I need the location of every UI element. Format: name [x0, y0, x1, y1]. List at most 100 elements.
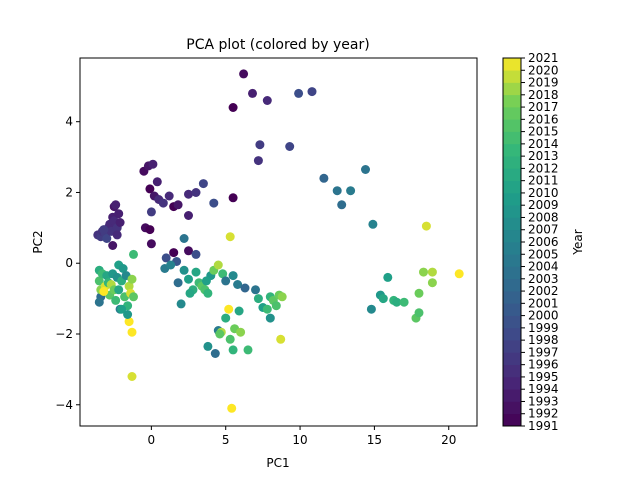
colorbar-band — [503, 242, 521, 255]
colorbar-band — [503, 401, 521, 415]
data-point-49 — [184, 246, 193, 256]
colorbar-tick-label: 2010 — [528, 186, 559, 200]
data-point-97 — [176, 299, 186, 309]
colorbar-band — [503, 192, 521, 206]
data-point-35 — [198, 179, 208, 189]
data-point-153 — [421, 221, 431, 231]
y-tick-label: −2 — [55, 327, 73, 341]
x-tick-label: 5 — [222, 433, 230, 447]
colorbar-band — [503, 340, 521, 353]
colorbar-tick-label: 2019 — [528, 76, 559, 90]
data-point-126 — [243, 345, 253, 355]
colorbar-tick-label: 2016 — [528, 112, 559, 126]
colorbar-tick-label: 1997 — [528, 345, 559, 359]
data-point-105 — [203, 288, 213, 298]
data-point-81 — [124, 281, 134, 291]
data-point-90 — [94, 297, 104, 307]
data-point-27 — [146, 207, 156, 217]
y-axis-label: PC2 — [31, 230, 45, 253]
data-point-152 — [419, 267, 428, 277]
data-point-122 — [225, 334, 235, 344]
data-point-25 — [164, 191, 174, 201]
colorbar-band — [503, 168, 521, 181]
colorbar-tick-label: 2004 — [528, 260, 559, 274]
colorbar-tick-label: 2011 — [528, 174, 559, 188]
data-point-88 — [127, 372, 137, 381]
data-point-45 — [255, 140, 265, 150]
colorbar-band — [503, 131, 521, 145]
y-tick-label: 2 — [65, 185, 73, 199]
colorbar-band — [503, 217, 521, 231]
colorbar-tick-label: 1999 — [528, 321, 559, 335]
data-point-59 — [368, 219, 378, 229]
data-point-33 — [184, 189, 193, 199]
colorbar-tick-label: 1993 — [528, 394, 559, 408]
data-point-14 — [108, 241, 118, 250]
chart-title: PCA plot (colored by year) — [186, 37, 369, 53]
data-point-154 — [427, 278, 437, 288]
data-point-144 — [378, 294, 388, 304]
colorbar-band — [503, 327, 521, 341]
colorbar-tick-label: 1996 — [528, 358, 559, 372]
colorbar-band — [503, 58, 521, 71]
colorbar-tick-label: 2008 — [528, 210, 559, 224]
colorbar-tick-label: 1992 — [528, 407, 559, 421]
colorbar-label: Year — [571, 229, 585, 255]
data-point-24 — [158, 198, 168, 208]
data-point-139 — [276, 334, 286, 344]
data-point-111 — [225, 232, 235, 242]
data-point-37 — [184, 211, 193, 220]
data-point-83 — [127, 274, 137, 284]
colorbar-band — [503, 229, 521, 243]
data-point-77 — [118, 264, 128, 273]
colorbar-tick-label: 2012 — [528, 161, 559, 175]
data-point-30 — [146, 239, 156, 249]
y-tick-label: 0 — [65, 256, 73, 270]
data-point-50 — [161, 253, 171, 263]
colorbar-band — [503, 352, 521, 365]
data-point-36 — [209, 198, 219, 208]
data-point-128 — [215, 329, 225, 339]
data-point-57 — [346, 186, 356, 196]
colorbar-tick-label: 1991 — [528, 419, 559, 433]
colorbar-tick-label: 2007 — [528, 223, 559, 237]
data-point-39 — [228, 103, 238, 112]
colorbar-bands — [503, 58, 521, 427]
data-point-43 — [294, 88, 304, 98]
colorbar-band — [503, 94, 521, 108]
x-axis: 0 5 10 15 20 — [148, 426, 456, 447]
data-point-53 — [191, 249, 201, 259]
data-point-98 — [179, 265, 189, 275]
colorbar-band — [503, 413, 521, 427]
data-point-61 — [94, 276, 104, 286]
data-point-47 — [285, 142, 295, 151]
data-point-112 — [228, 271, 238, 281]
data-point-125 — [236, 327, 246, 337]
x-tick-label: 0 — [148, 433, 156, 447]
data-point-56 — [337, 200, 347, 210]
data-point-123 — [228, 345, 238, 355]
data-point-32 — [173, 200, 183, 210]
colorbar-tick-label: 2018 — [528, 88, 559, 102]
data-point-89 — [114, 285, 124, 295]
data-point-116 — [203, 341, 213, 351]
colorbar-tick-label: 1994 — [528, 382, 559, 396]
colorbar-band — [503, 180, 521, 194]
data-point-132 — [262, 304, 272, 314]
data-point-109 — [218, 269, 228, 279]
colorbar-band — [503, 82, 521, 96]
data-point-54 — [319, 173, 329, 183]
data-point-108 — [213, 260, 223, 270]
data-point-127 — [227, 403, 237, 413]
colorbar-tick-label: 2006 — [528, 235, 559, 249]
data-point-21 — [145, 184, 155, 194]
data-point-156 — [454, 269, 464, 279]
data-point-26 — [152, 177, 162, 187]
data-point-91 — [99, 287, 109, 296]
data-point-44 — [307, 87, 317, 97]
data-point-40 — [239, 69, 249, 79]
colorbar-band — [503, 266, 521, 280]
colorbar-band — [503, 107, 521, 120]
colorbar-tick-label: 2003 — [528, 272, 559, 286]
